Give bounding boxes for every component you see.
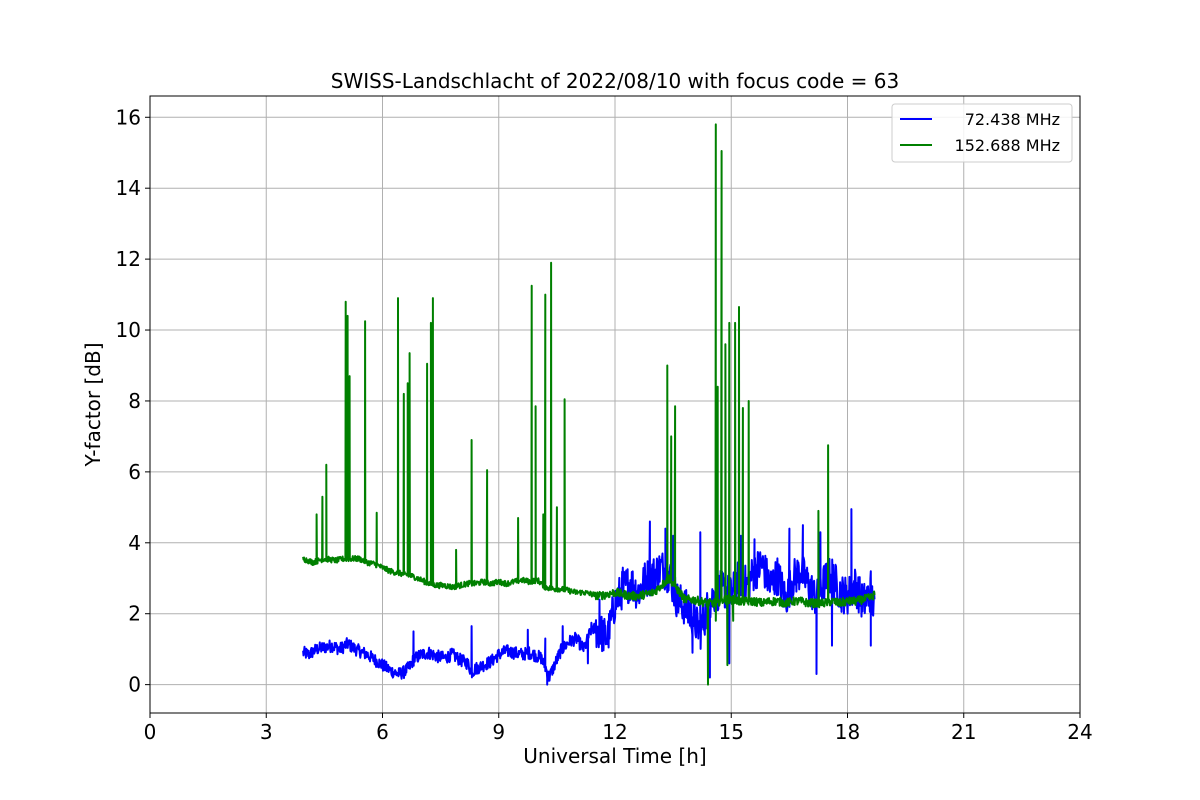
x-tick-label: 24 <box>1067 720 1092 744</box>
x-tick-label: 0 <box>144 720 157 744</box>
series-line-72mhz <box>302 499 876 686</box>
x-tick-label: 3 <box>260 720 273 744</box>
y-tick-label: 16 <box>116 105 141 129</box>
y-tick-label: 6 <box>128 460 141 484</box>
y-tick-label: 8 <box>128 389 141 413</box>
chart-title: SWISS-Landschlacht of 2022/08/10 with fo… <box>331 69 899 93</box>
x-tick-label: 6 <box>376 720 389 744</box>
legend-label-152mhz: 152.688 MHz <box>955 136 1060 155</box>
series-line-152mhz <box>302 123 876 686</box>
legend: 72.438 MHz 152.688 MHz <box>891 103 1073 163</box>
y-tick-label: 4 <box>128 531 141 555</box>
x-tick-label: 15 <box>719 720 744 744</box>
y-tick-label: 12 <box>116 247 141 271</box>
y-tick-label: 10 <box>116 318 141 342</box>
y-axis-label: Y-factor [dB] <box>81 342 105 467</box>
x-tick-label: 12 <box>602 720 627 744</box>
x-tick-label: 18 <box>835 720 860 744</box>
legend-box <box>891 103 1073 163</box>
y-tick-label: 14 <box>116 176 141 200</box>
y-tick-label: 2 <box>128 602 141 626</box>
y-tick-label: 0 <box>128 673 141 697</box>
legend-label-72mhz: 72.438 MHz <box>965 110 1060 129</box>
x-tick-label: 9 <box>492 720 505 744</box>
x-tick-label: 21 <box>951 720 976 744</box>
x-axis-label: Universal Time [h] <box>523 744 706 768</box>
